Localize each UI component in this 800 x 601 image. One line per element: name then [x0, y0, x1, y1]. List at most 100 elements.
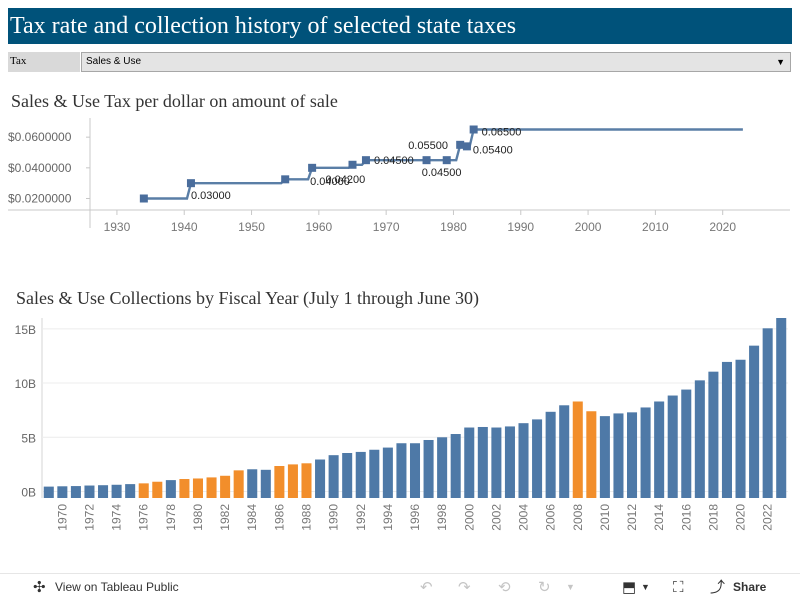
bar-x-tick-label: 1984 — [245, 504, 259, 531]
collection-bar[interactable] — [437, 437, 448, 498]
collection-bar[interactable] — [545, 411, 556, 498]
rate-point[interactable] — [139, 194, 148, 203]
redo-icon[interactable]: ↷ — [458, 579, 471, 596]
rate-point[interactable] — [442, 156, 451, 165]
collection-bar[interactable] — [749, 345, 760, 498]
collection-bar[interactable] — [328, 455, 339, 498]
charts-canvas: $0.0200000 $0.0400000 $0.0600000 1930 1940 19… — [8, 118, 790, 531]
collection-bar[interactable] — [206, 477, 217, 498]
collection-bar[interactable] — [694, 380, 705, 498]
rate-x-tick-label: 2010 — [642, 220, 669, 234]
bar-y-tick-label: 0B — [21, 485, 36, 499]
collection-bar[interactable] — [342, 453, 353, 498]
rate-y-tick-label: $0.0600000 — [8, 130, 72, 144]
collection-bar[interactable] — [260, 469, 271, 498]
rate-data-label: 0.04200 — [326, 174, 366, 186]
collection-bar[interactable] — [708, 371, 719, 498]
collection-bar[interactable] — [464, 427, 475, 498]
collection-bar[interactable] — [165, 480, 176, 498]
collection-bar[interactable] — [423, 439, 434, 498]
collection-bar[interactable] — [762, 328, 773, 498]
bar-x-tick-label: 1996 — [408, 504, 422, 531]
bar-x-tick-label: 2012 — [625, 504, 639, 531]
bar-y-tick-label: 15B — [15, 323, 36, 337]
rate-point[interactable] — [281, 175, 290, 184]
bar-y-tick-label: 5B — [21, 431, 36, 445]
rate-x-tick-label: 1950 — [238, 220, 265, 234]
undo-icon[interactable]: ↶ — [420, 579, 433, 596]
collection-bar[interactable] — [559, 405, 570, 498]
rate-point[interactable] — [186, 179, 195, 188]
collection-bar[interactable] — [125, 484, 136, 498]
collection-bar[interactable] — [247, 469, 258, 498]
collection-bar[interactable] — [274, 466, 285, 498]
collection-bar[interactable] — [70, 486, 81, 498]
collection-bar[interactable] — [396, 443, 407, 498]
collection-bar[interactable] — [192, 478, 203, 498]
rate-point[interactable] — [469, 125, 478, 134]
collection-bar[interactable] — [613, 413, 624, 498]
download-dropdown-icon[interactable]: ▼ — [641, 582, 650, 592]
chevron-down-icon[interactable]: ▼ — [776, 57, 785, 67]
collection-bar[interactable] — [572, 401, 583, 498]
collection-bar[interactable] — [477, 426, 488, 498]
collections-chart-title: Sales & Use Collections by Fiscal Year (… — [16, 288, 479, 308]
collection-bar[interactable] — [627, 412, 638, 498]
collection-bar[interactable] — [654, 401, 665, 498]
tax-filter-dropdown[interactable]: Sales & Use ▼ — [81, 52, 791, 72]
collection-bar[interactable] — [233, 470, 244, 498]
collection-bar[interactable] — [355, 451, 366, 498]
rate-point[interactable] — [361, 156, 370, 165]
refresh-dropdown-icon[interactable]: ▼ — [566, 582, 575, 592]
bar-x-tick-label: 1990 — [327, 504, 341, 531]
collection-bar[interactable] — [681, 389, 692, 498]
rate-point[interactable] — [348, 160, 357, 169]
collection-bar[interactable] — [504, 426, 515, 498]
revert-icon[interactable]: ⟲ — [498, 579, 511, 596]
collection-bar[interactable] — [152, 481, 163, 498]
collection-bar[interactable] — [599, 416, 610, 498]
collection-bar[interactable] — [532, 419, 543, 498]
collection-bar[interactable] — [301, 463, 312, 498]
bar-x-tick-label: 1978 — [164, 504, 178, 531]
collection-bar[interactable] — [721, 361, 732, 498]
collection-bar[interactable] — [287, 464, 298, 498]
collection-bar[interactable] — [98, 485, 109, 498]
collection-bar[interactable] — [220, 475, 231, 498]
rate-data-label: 0.04500 — [422, 167, 462, 179]
collection-bar[interactable] — [491, 427, 502, 498]
rate-y-tick-label: $0.0200000 — [8, 192, 72, 206]
collection-bar[interactable] — [369, 449, 380, 498]
collection-bar[interactable] — [382, 447, 393, 498]
fullscreen-icon[interactable]: ⛶ — [673, 579, 684, 596]
share-button[interactable]: Share — [733, 580, 767, 594]
view-on-tableau-link[interactable]: View on Tableau Public — [55, 580, 179, 594]
collection-bar[interactable] — [667, 395, 678, 498]
collection-bar[interactable] — [111, 484, 122, 498]
collection-bar[interactable] — [43, 486, 54, 498]
tax-filter-value: Sales & Use — [86, 56, 142, 67]
collection-bar[interactable] — [640, 407, 651, 498]
download-icon[interactable]: ⬒ — [622, 579, 637, 596]
refresh-icon[interactable]: ↻ — [538, 579, 551, 596]
collection-bar[interactable] — [735, 359, 746, 498]
collection-bar[interactable] — [586, 411, 597, 498]
tableau-logo-icon: ✣ — [33, 579, 46, 596]
collection-bar[interactable] — [57, 486, 68, 498]
collection-bar[interactable] — [450, 434, 461, 498]
collection-bar[interactable] — [409, 443, 421, 498]
bar-x-tick-label: 1972 — [82, 504, 96, 531]
rate-point[interactable] — [422, 156, 431, 165]
share-icon[interactable]: ⤴ — [710, 579, 726, 596]
rate-point[interactable] — [308, 163, 317, 172]
collection-bar[interactable] — [315, 459, 326, 498]
rate-x-tick-label: 2020 — [709, 220, 736, 234]
collection-bar[interactable] — [138, 483, 149, 498]
collection-bar[interactable] — [776, 318, 787, 498]
bar-x-tick-label: 2016 — [679, 504, 693, 531]
collection-bar[interactable] — [84, 485, 95, 498]
collection-bar[interactable] — [179, 479, 190, 498]
rate-point[interactable] — [462, 142, 471, 151]
collection-bar[interactable] — [518, 423, 529, 498]
rate-point[interactable] — [456, 140, 465, 149]
